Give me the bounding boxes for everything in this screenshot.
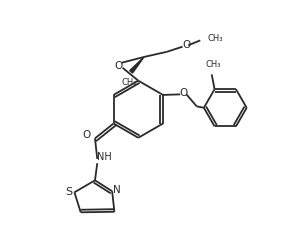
Polygon shape [130, 57, 144, 73]
Text: O: O [83, 130, 91, 140]
Text: O: O [180, 88, 188, 98]
Text: N: N [113, 185, 121, 195]
Text: O: O [115, 61, 123, 71]
Text: CH₃: CH₃ [205, 60, 221, 69]
Text: CH₃: CH₃ [207, 34, 223, 42]
Text: O: O [182, 40, 190, 50]
Text: CH₃: CH₃ [122, 78, 137, 86]
Text: S: S [66, 187, 73, 197]
Text: NH: NH [97, 152, 112, 163]
